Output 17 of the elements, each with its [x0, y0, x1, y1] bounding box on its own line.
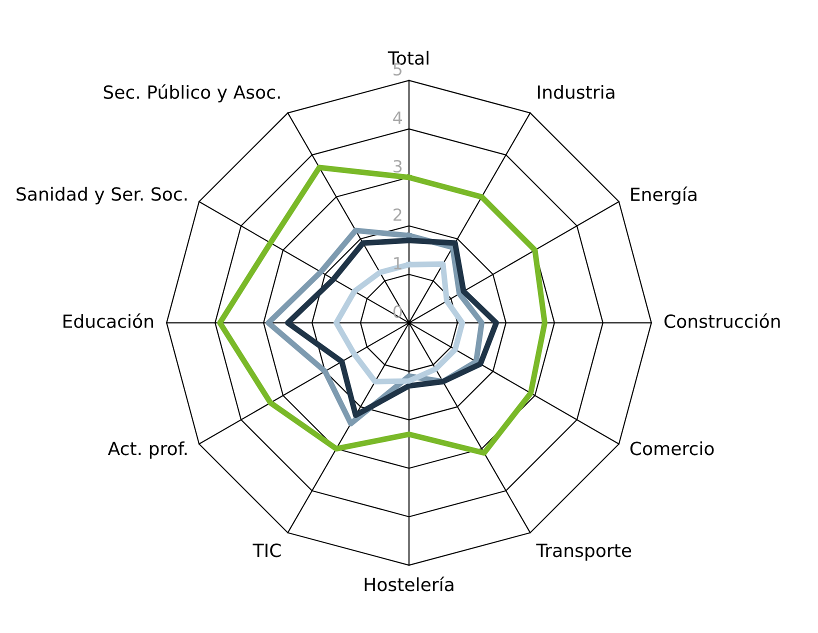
spoke-label: Sanidad y Ser. Soc. [16, 186, 187, 204]
y-tick-label: 5 [394, 63, 402, 76]
y-tick-label: 2 [394, 208, 402, 221]
y-tick-label: 0 [393, 305, 402, 318]
spoke-label: Comercio [630, 441, 714, 456]
spoke-label: Construcción [664, 313, 780, 328]
spoke-label: Industria [538, 84, 614, 99]
y-tick-label: 3 [394, 160, 402, 173]
spoke-label: Transporte [536, 544, 632, 561]
y-tick-label: 4 [393, 112, 402, 124]
spoke-label: Act. prof. [108, 441, 187, 459]
spoke-label: TIC [252, 544, 281, 558]
spoke-label: Educación [64, 313, 153, 328]
spoke-label: Hostelería [364, 576, 454, 592]
spoke-label: Sec. Público y Asoc. [104, 84, 280, 102]
spoke-label: Energía [631, 186, 696, 205]
spoke-label: Total [388, 50, 428, 65]
